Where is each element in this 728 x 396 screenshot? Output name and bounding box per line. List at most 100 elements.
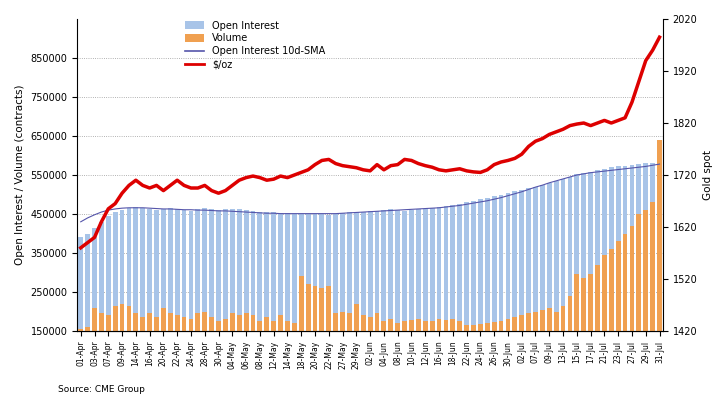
Bar: [333, 214, 338, 390]
Bar: [437, 319, 441, 390]
Bar: [464, 325, 469, 390]
Bar: [223, 319, 228, 390]
Bar: [491, 322, 496, 390]
Bar: [457, 204, 462, 390]
Bar: [99, 314, 104, 390]
Bar: [182, 317, 186, 390]
Bar: [416, 209, 421, 390]
Bar: [519, 316, 524, 390]
Bar: [79, 238, 83, 390]
Bar: [85, 234, 90, 390]
Bar: [127, 208, 131, 390]
Bar: [85, 327, 90, 390]
Bar: [237, 316, 242, 390]
Bar: [451, 319, 455, 390]
Bar: [437, 207, 441, 390]
Bar: [119, 210, 124, 390]
Bar: [416, 319, 421, 390]
Bar: [519, 190, 524, 390]
Bar: [409, 210, 414, 390]
Bar: [513, 191, 517, 390]
Bar: [278, 316, 283, 390]
Bar: [250, 316, 256, 390]
Bar: [285, 321, 290, 390]
Bar: [533, 187, 538, 390]
Bar: [540, 310, 545, 390]
Bar: [127, 306, 131, 390]
Bar: [258, 212, 262, 390]
Bar: [381, 210, 387, 390]
Bar: [340, 312, 345, 390]
Bar: [574, 174, 579, 390]
Bar: [485, 323, 490, 390]
Bar: [237, 209, 242, 390]
Bar: [513, 317, 517, 390]
Bar: [554, 312, 558, 390]
Bar: [423, 209, 427, 390]
Bar: [368, 211, 373, 390]
Bar: [161, 209, 166, 390]
Bar: [423, 321, 427, 390]
Bar: [175, 209, 180, 390]
Bar: [161, 308, 166, 390]
Bar: [526, 188, 531, 390]
Bar: [381, 321, 387, 390]
Bar: [230, 209, 234, 390]
Bar: [402, 211, 407, 390]
Bar: [464, 202, 469, 390]
Bar: [347, 314, 352, 390]
Bar: [272, 321, 276, 390]
Bar: [272, 213, 276, 390]
Bar: [630, 226, 634, 390]
Bar: [92, 308, 97, 390]
Bar: [133, 207, 138, 390]
Bar: [554, 181, 558, 390]
Bar: [320, 288, 324, 390]
Bar: [216, 210, 221, 390]
Bar: [195, 209, 200, 390]
Bar: [278, 213, 283, 390]
Bar: [182, 210, 186, 390]
Bar: [175, 316, 180, 390]
Bar: [574, 274, 579, 390]
Bar: [99, 222, 104, 390]
Bar: [312, 286, 317, 390]
Bar: [499, 194, 504, 390]
Bar: [250, 211, 256, 390]
Bar: [409, 320, 414, 390]
Bar: [622, 166, 628, 390]
Bar: [505, 319, 510, 390]
Bar: [568, 177, 572, 390]
Bar: [361, 212, 365, 390]
Bar: [326, 286, 331, 390]
Bar: [133, 314, 138, 390]
Legend: Open Interest, Volume, Open Interest 10d-SMA, $/oz: Open Interest, Volume, Open Interest 10d…: [182, 17, 328, 72]
Bar: [478, 199, 483, 390]
Bar: [312, 214, 317, 390]
Bar: [244, 210, 248, 390]
Bar: [375, 211, 379, 390]
Bar: [499, 321, 504, 390]
Bar: [595, 170, 600, 390]
Bar: [168, 314, 173, 390]
Bar: [457, 321, 462, 390]
Bar: [141, 208, 145, 390]
Bar: [216, 321, 221, 390]
Bar: [230, 314, 234, 390]
Bar: [147, 209, 152, 390]
Bar: [395, 210, 400, 390]
Bar: [189, 211, 194, 390]
Bar: [368, 317, 373, 390]
Bar: [106, 216, 111, 390]
Bar: [430, 208, 435, 390]
Bar: [285, 213, 290, 390]
Bar: [616, 166, 620, 390]
Bar: [79, 329, 83, 390]
Bar: [644, 210, 648, 390]
Bar: [361, 316, 365, 390]
Bar: [616, 241, 620, 390]
Bar: [430, 321, 435, 390]
Bar: [354, 212, 359, 390]
Bar: [141, 317, 145, 390]
Bar: [209, 209, 214, 390]
